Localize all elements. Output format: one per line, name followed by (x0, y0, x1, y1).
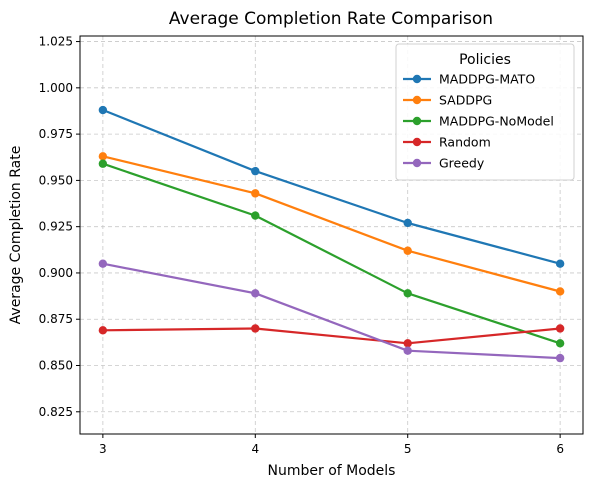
series-layer (98, 105, 565, 363)
legend-label: MADDPG-NoModel (439, 114, 554, 129)
series-line (102, 162, 561, 345)
data-point (251, 166, 260, 176)
x-tick-label: 6 (556, 442, 564, 456)
axis-ticks: 3 4 5 6 0.825 0.850 0.875 0.900 0.925 0.950 0.975 1… (39, 35, 564, 456)
plot-frame (79, 35, 584, 435)
data-point (251, 289, 260, 298)
y-tick-label: 0.950 (39, 173, 73, 187)
series-random (98, 324, 565, 348)
data-point (98, 259, 108, 268)
y-tick-label: 0.875 (39, 312, 73, 326)
series-line (102, 155, 561, 293)
legend-label: MADDPG-MATO (439, 72, 535, 87)
legend-title: Policies (459, 52, 511, 68)
legend-item: MADDPG-NoModel (403, 114, 554, 129)
chart-title: Average Completion Rate Comparison (169, 9, 493, 29)
x-tick-label: 4 (251, 442, 259, 456)
legend-item: MADDPG-MATO (403, 72, 535, 87)
series-line (102, 108, 561, 265)
data-point (251, 211, 260, 220)
legend-box (395, 43, 575, 181)
legend-marker (412, 158, 422, 168)
data-point (98, 152, 108, 161)
data-point (251, 324, 260, 333)
series-line (102, 262, 561, 360)
x-tick-label: 3 (99, 442, 107, 456)
y-tick-label: 0.900 (39, 266, 73, 280)
y-tick-label: 0.975 (39, 127, 73, 141)
legend-item: SADDPG (403, 93, 492, 108)
y-tick-label: 1.000 (39, 81, 73, 95)
data-point (403, 246, 412, 255)
legend: Policies MADDPG-MATO SADDPG MADDPG-NoModel R… (395, 43, 575, 181)
data-point (98, 105, 108, 115)
data-point (555, 259, 565, 268)
legend-label: SADDPG (439, 93, 492, 108)
legend-marker (412, 137, 422, 147)
y-tick-label: 1.025 (39, 35, 73, 49)
data-point (555, 324, 565, 333)
legend-item: Greedy (403, 156, 485, 171)
y-tick-label: 0.925 (39, 220, 73, 234)
y-axis-label: Average Completion Rate (8, 146, 24, 325)
legend-item: Random (403, 135, 491, 150)
data-point (403, 289, 412, 298)
data-point (403, 346, 412, 355)
data-point (98, 326, 108, 335)
data-point (555, 339, 565, 348)
series-line (102, 327, 561, 345)
legend-marker (412, 74, 422, 84)
x-axis-label: Number of Models (268, 463, 396, 479)
legend-marker (412, 116, 422, 126)
data-point (403, 339, 412, 348)
y-tick-label: 0.850 (39, 359, 73, 373)
series-saddpg (98, 152, 565, 296)
x-tick-label: 5 (404, 442, 412, 456)
legend-label: Greedy (439, 156, 485, 171)
data-point (555, 287, 565, 296)
data-point (403, 218, 412, 228)
series-maddpg-nomodel (98, 159, 565, 348)
series-maddpg-mato (98, 105, 565, 268)
legend-marker (412, 95, 422, 105)
data-point (98, 159, 108, 168)
y-tick-label: 0.825 (39, 405, 73, 419)
legend-label: Random (439, 135, 491, 150)
data-point (555, 353, 565, 363)
series-greedy (98, 259, 565, 363)
data-point (251, 189, 260, 198)
